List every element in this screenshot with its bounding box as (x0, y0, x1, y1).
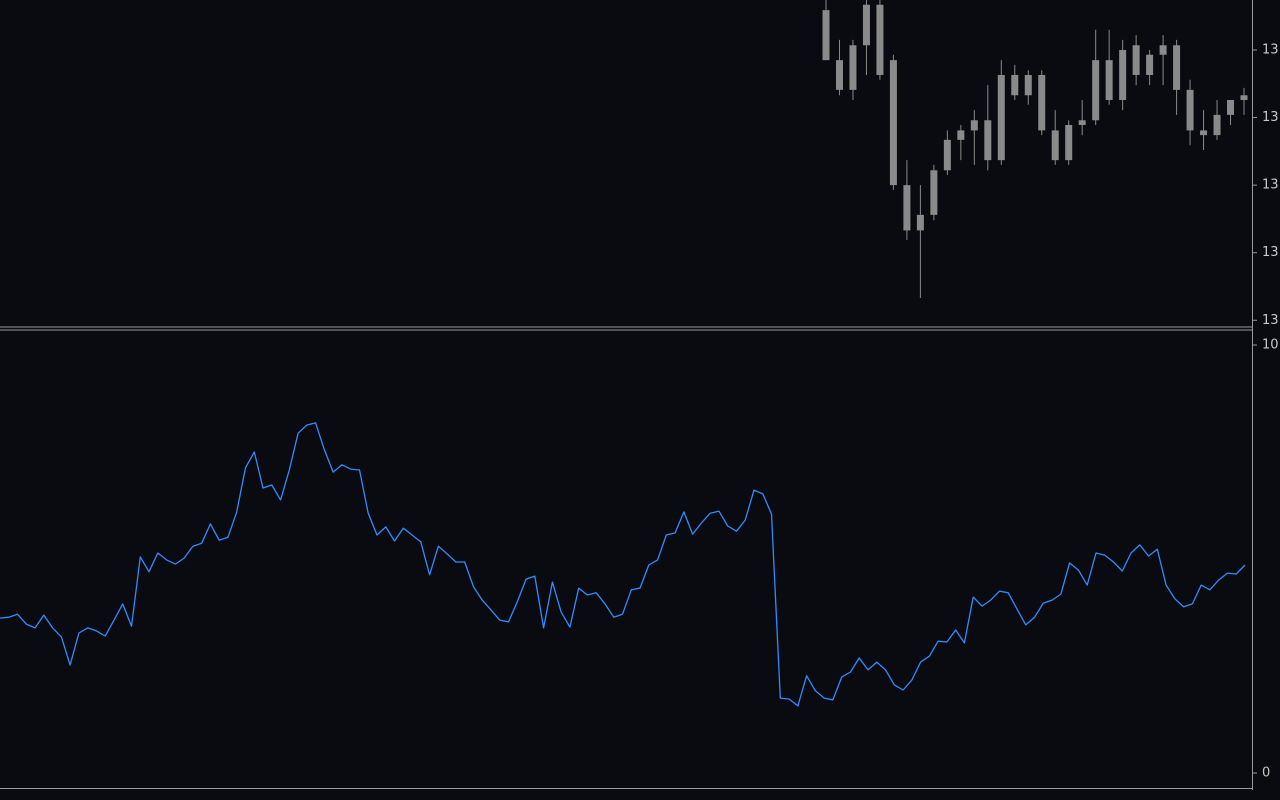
candle-body (889, 60, 897, 186)
candle-body (984, 120, 992, 161)
candle-body (1105, 60, 1113, 100)
indicator-pane (0, 422, 1246, 707)
candle-body (1038, 75, 1046, 131)
candle-body (1119, 50, 1127, 100)
candle-body (970, 120, 978, 131)
candle-body (1011, 75, 1019, 96)
y-tick-label: 10 (1262, 338, 1279, 353)
y-tick-label: 13 (1262, 178, 1279, 193)
y-tick-label: 13 (1262, 43, 1279, 58)
candle-body (1227, 100, 1235, 115)
candle-body (930, 170, 938, 215)
y-tick-label: 13 (1262, 245, 1279, 260)
candle-body (957, 130, 965, 140)
candle-body (1186, 89, 1194, 131)
indicator-line (0, 422, 1246, 707)
candle-body (916, 214, 924, 231)
candle-body (1159, 45, 1167, 55)
candle-body (822, 10, 830, 61)
candle-body (1078, 120, 1086, 125)
candle-body (1200, 130, 1208, 136)
candle-body (876, 4, 884, 76)
candle-body (903, 185, 911, 231)
y-tick-label: 13 (1262, 313, 1279, 328)
axes: 13 13 13 13 13 10 0 (1252, 43, 1279, 781)
y-tick-label: 0 (1262, 766, 1270, 781)
candle-body (1213, 114, 1221, 136)
candle-body (1146, 54, 1154, 75)
candle-body (997, 75, 1005, 161)
candle-body (943, 139, 951, 171)
price-pane (822, 0, 1248, 298)
candle-body (862, 4, 870, 46)
candle-body (1051, 130, 1059, 161)
candle-body (1024, 75, 1032, 96)
candle-body (1240, 95, 1248, 100)
candle-body (1132, 45, 1140, 75)
candle-body (1173, 45, 1181, 90)
y-tick-label: 13 (1262, 110, 1279, 125)
candle-body (835, 60, 843, 90)
candle-body (1092, 60, 1100, 121)
candle-body (1065, 125, 1073, 161)
candle-body (849, 45, 857, 90)
